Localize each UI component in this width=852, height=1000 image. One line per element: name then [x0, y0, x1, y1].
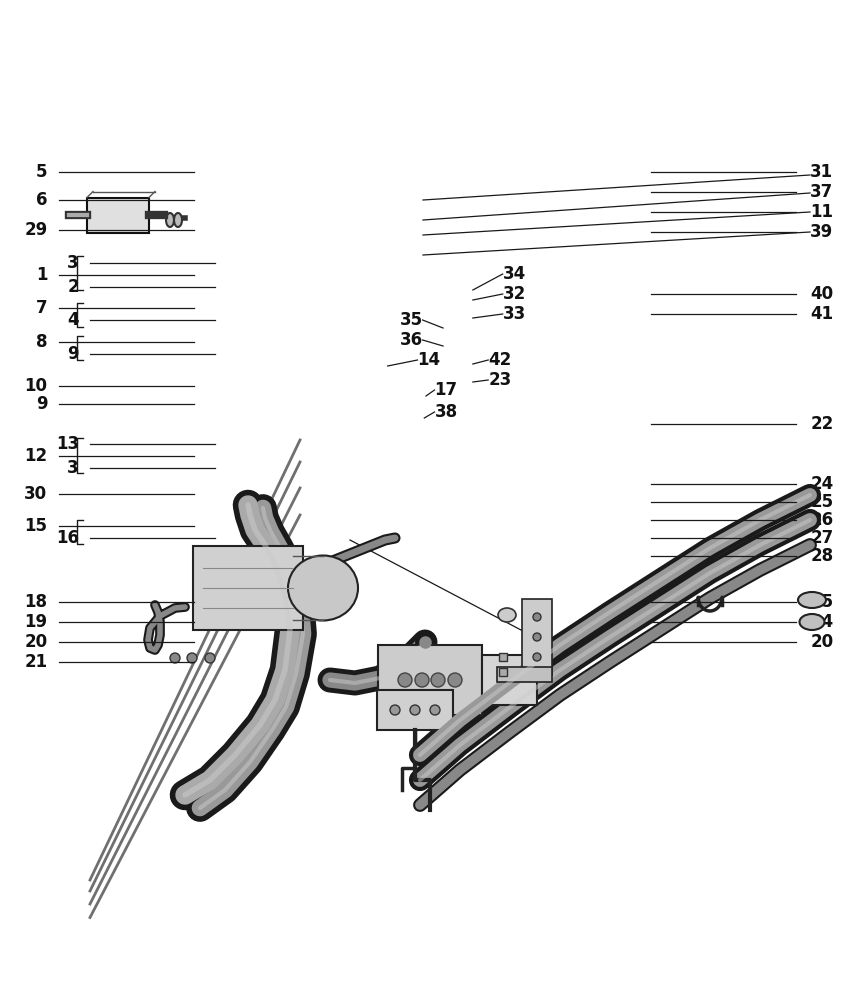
- Bar: [499, 668, 507, 676]
- Text: 34: 34: [503, 265, 526, 283]
- Text: 13: 13: [56, 435, 79, 453]
- Text: 25: 25: [810, 493, 833, 511]
- Bar: [499, 653, 507, 661]
- Text: 3: 3: [67, 459, 79, 477]
- Text: 24: 24: [810, 475, 833, 493]
- Text: 12: 12: [25, 447, 48, 465]
- Text: 7: 7: [36, 299, 48, 317]
- Circle shape: [533, 613, 541, 621]
- Text: 21: 21: [25, 653, 48, 671]
- Text: 26: 26: [810, 511, 833, 529]
- Bar: [522, 599, 552, 675]
- Text: 41: 41: [810, 305, 833, 323]
- Bar: [87, 198, 149, 232]
- Circle shape: [448, 673, 462, 687]
- Text: 42: 42: [488, 351, 511, 369]
- Text: 38: 38: [435, 403, 458, 421]
- Bar: [377, 690, 453, 730]
- Text: 19: 19: [25, 613, 48, 631]
- Text: 35: 35: [400, 311, 423, 329]
- Text: 30: 30: [25, 485, 48, 503]
- Text: 1: 1: [36, 266, 48, 284]
- Circle shape: [170, 653, 180, 663]
- Text: 9: 9: [67, 345, 79, 363]
- Text: 22: 22: [810, 415, 833, 433]
- Text: 23: 23: [488, 371, 511, 389]
- Text: 8: 8: [36, 333, 48, 351]
- Ellipse shape: [799, 614, 825, 630]
- Text: 14: 14: [417, 351, 440, 369]
- Ellipse shape: [498, 608, 516, 622]
- Text: 6: 6: [36, 191, 48, 209]
- Text: 9: 9: [36, 395, 48, 413]
- Text: 25: 25: [810, 593, 833, 611]
- Circle shape: [410, 705, 420, 715]
- Text: 11: 11: [810, 203, 833, 221]
- Text: 20: 20: [810, 633, 833, 651]
- Text: 40: 40: [810, 285, 833, 303]
- Text: 29: 29: [24, 221, 48, 239]
- Circle shape: [398, 673, 412, 687]
- Circle shape: [390, 705, 400, 715]
- Text: 3: 3: [67, 254, 79, 272]
- Text: 5: 5: [36, 163, 48, 181]
- Text: 10: 10: [25, 377, 48, 395]
- Text: 39: 39: [810, 223, 833, 241]
- Ellipse shape: [174, 213, 182, 227]
- Text: 36: 36: [400, 331, 423, 349]
- Text: 17: 17: [435, 381, 458, 399]
- Circle shape: [187, 653, 197, 663]
- Text: 18: 18: [25, 593, 48, 611]
- Ellipse shape: [166, 213, 174, 227]
- Bar: [482, 655, 537, 705]
- Text: 28: 28: [810, 547, 833, 565]
- Text: 2: 2: [67, 278, 79, 296]
- Bar: [378, 645, 482, 715]
- Bar: [497, 667, 552, 682]
- Text: 15: 15: [25, 517, 48, 535]
- Text: 20: 20: [25, 633, 48, 651]
- Ellipse shape: [288, 556, 358, 620]
- Text: 32: 32: [503, 285, 526, 303]
- Ellipse shape: [798, 592, 826, 608]
- Circle shape: [430, 705, 440, 715]
- Text: 16: 16: [56, 529, 79, 547]
- Circle shape: [415, 673, 429, 687]
- Text: 27: 27: [810, 529, 833, 547]
- Circle shape: [205, 653, 215, 663]
- Bar: [193, 546, 303, 630]
- Circle shape: [533, 633, 541, 641]
- Text: 33: 33: [503, 305, 526, 323]
- Circle shape: [533, 653, 541, 661]
- Text: 4: 4: [67, 311, 79, 329]
- Text: 24: 24: [810, 613, 833, 631]
- Text: 37: 37: [810, 183, 833, 201]
- Circle shape: [431, 673, 445, 687]
- Text: 31: 31: [810, 163, 833, 181]
